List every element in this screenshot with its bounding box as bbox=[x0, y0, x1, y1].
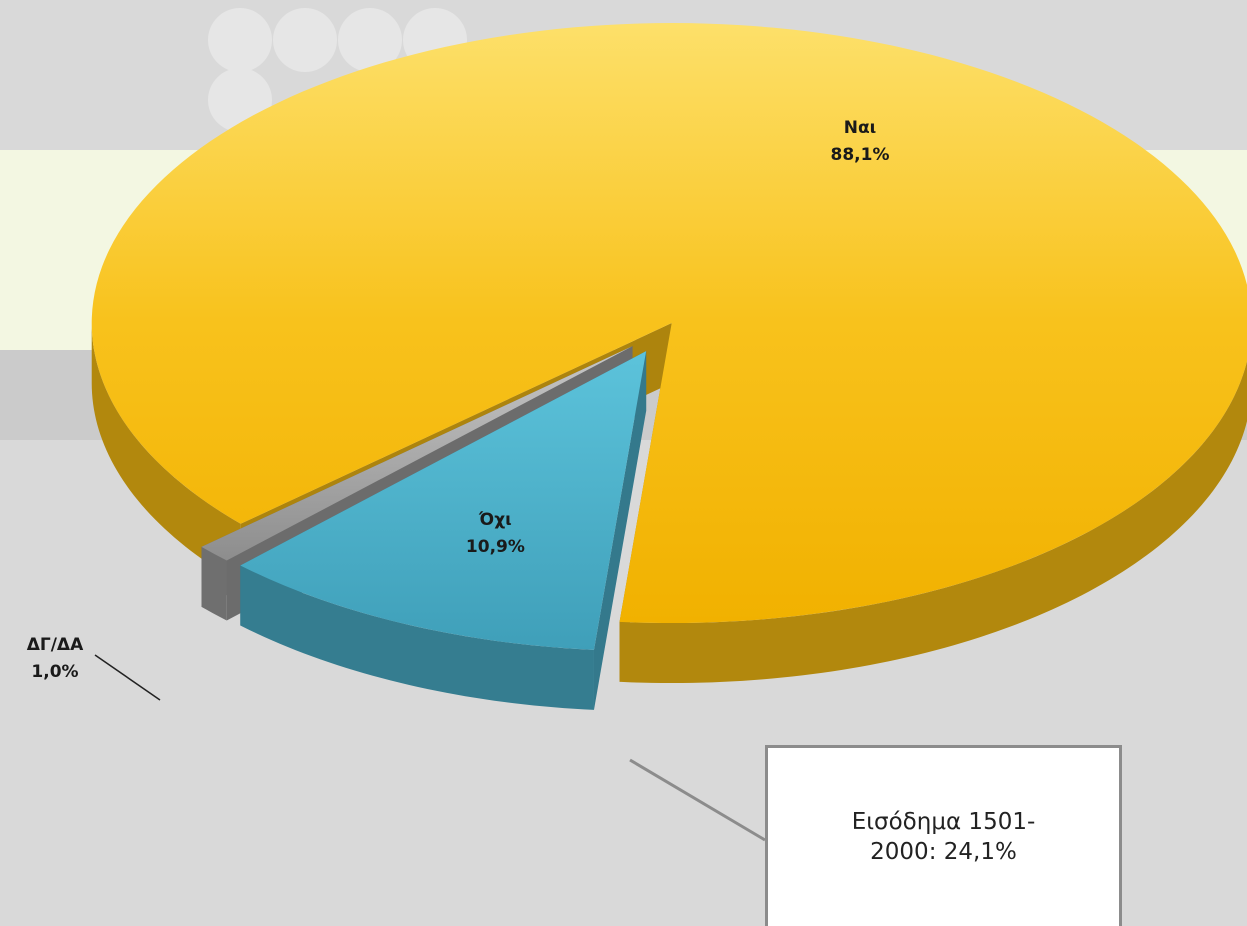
annotation: Εισόδημα 1501-2000: 24,1% bbox=[851, 809, 1036, 865]
slice-label: Όχι bbox=[478, 510, 512, 530]
slice bbox=[240, 351, 647, 650]
slice-side bbox=[91, 323, 241, 584]
slice bbox=[201, 346, 633, 561]
callout-line bbox=[629, 758, 766, 842]
slice-side bbox=[240, 565, 594, 710]
leader-line bbox=[94, 654, 161, 701]
slice-side bbox=[201, 546, 227, 621]
slice bbox=[91, 23, 1247, 624]
slice-side bbox=[619, 361, 1247, 684]
slice-label: Ναι bbox=[844, 118, 877, 138]
slice-label: ΔΓ/ΔΑ bbox=[27, 635, 84, 655]
value-label: 10,9% bbox=[466, 537, 525, 557]
value-label: 88,1% bbox=[831, 145, 890, 165]
slice-wall bbox=[593, 351, 647, 710]
value-label: 1,0% bbox=[31, 662, 78, 682]
callout-box: Εισόδημα 1501-2000: 24,1% bbox=[765, 745, 1122, 926]
